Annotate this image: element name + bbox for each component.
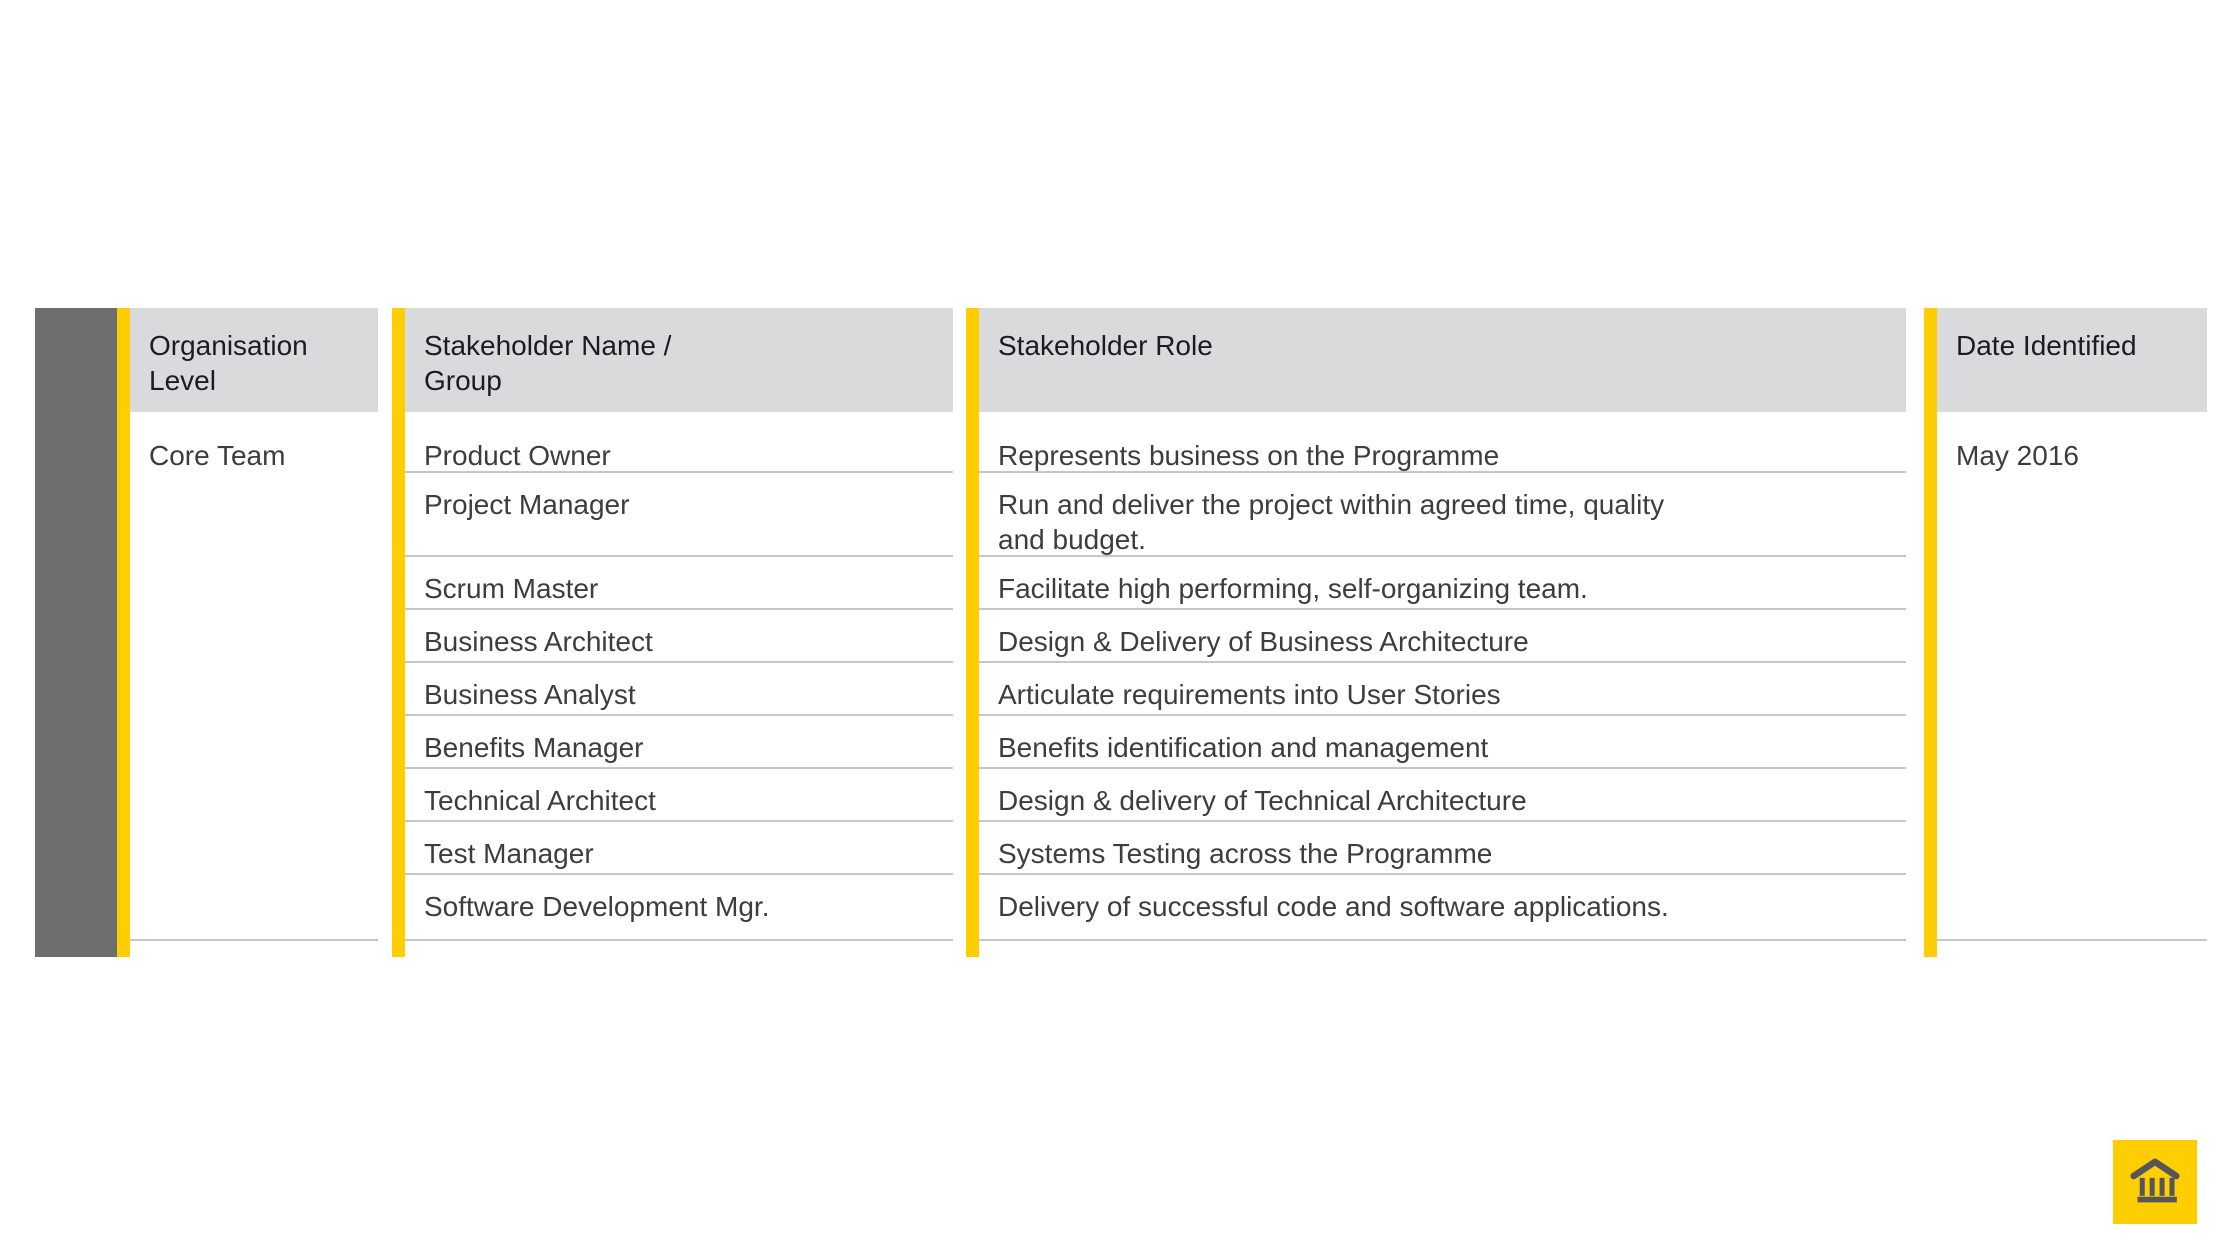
table-row: Delivery of successful code and software…: [979, 875, 1906, 941]
table-row: Test Manager: [405, 822, 953, 875]
column-header-stakeholder-role: Stakeholder Role: [979, 308, 1906, 412]
table-row: Represents business on the Programme: [979, 412, 1906, 473]
table-row: Design & Delivery of Business Architectu…: [979, 610, 1906, 663]
column-header-organisation-level: Organisation Level: [130, 308, 378, 412]
organisation-level-cell: Core Team: [130, 412, 378, 941]
bank-icon: [2128, 1158, 2182, 1206]
table-row: Benefits identification and management: [979, 716, 1906, 769]
stakeholder-role-rows: Represents business on the Programme Run…: [979, 412, 1906, 941]
table-row: Software Development Mgr.: [405, 875, 953, 941]
table-row: Benefits Manager: [405, 716, 953, 769]
table-row: Project Manager: [405, 473, 953, 557]
table-row: Systems Testing across the Programme: [979, 822, 1906, 875]
column-accent-bar: [966, 308, 979, 957]
column-date-identified: Date Identified May 2016: [1937, 308, 2207, 957]
column-organisation-level: Organisation Level Core Team: [130, 308, 378, 957]
column-stakeholder-role: Stakeholder Role Represents business on …: [979, 308, 1906, 957]
column-accent-bar: [1924, 308, 1937, 957]
table-row: Design & delivery of Technical Architect…: [979, 769, 1906, 822]
table-row: Business Analyst: [405, 663, 953, 716]
table-row: Run and deliver the project within agree…: [979, 473, 1906, 557]
table-row: Technical Architect: [405, 769, 953, 822]
table-row: Articulate requirements into User Storie…: [979, 663, 1906, 716]
column-accent-bar: [117, 308, 130, 957]
brand-button[interactable]: [2113, 1140, 2197, 1224]
column-header-stakeholder-name: Stakeholder Name / Group: [405, 308, 953, 412]
left-accent-block: [35, 308, 117, 957]
table-row: Scrum Master: [405, 557, 953, 610]
column-accent-bar: [392, 308, 405, 957]
table-row: Product Owner: [405, 412, 953, 473]
date-identified-cell: May 2016: [1937, 412, 2207, 941]
column-header-date-identified: Date Identified: [1937, 308, 2207, 412]
stakeholder-name-rows: Product Owner Project Manager Scrum Mast…: [405, 412, 953, 941]
table-row: Facilitate high performing, self-organiz…: [979, 557, 1906, 610]
table-row: Business Architect: [405, 610, 953, 663]
column-stakeholder-name: Stakeholder Name / Group Product Owner P…: [405, 308, 953, 957]
